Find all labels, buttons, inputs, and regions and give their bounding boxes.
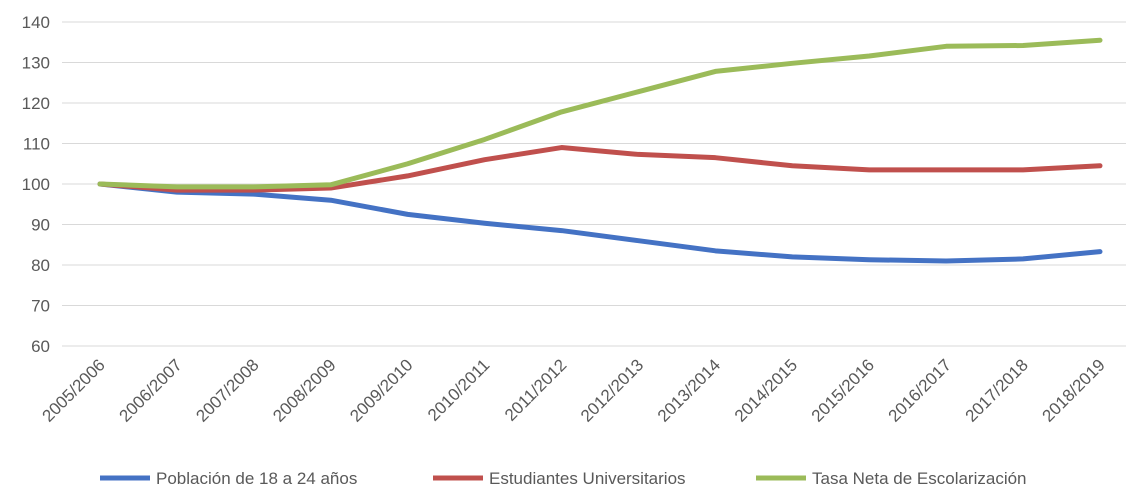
legend-label-2: Estudiantes Universitarios bbox=[489, 469, 686, 488]
series-line-2 bbox=[97, 145, 1103, 193]
legend-label-3: Tasa Neta de Escolarización bbox=[812, 469, 1027, 488]
x-tick-label: 2016/2017 bbox=[885, 355, 955, 425]
x-tick-label: 2010/2011 bbox=[424, 355, 493, 424]
legend-label-1: Población de 18 a 24 años bbox=[156, 469, 357, 488]
x-tick-label: 2008/2009 bbox=[269, 355, 339, 425]
y-axis-ticks: 60 70 80 90 100 110 120 130 140 bbox=[22, 13, 50, 356]
y-tick-label: 120 bbox=[22, 94, 50, 113]
y-tick-label: 130 bbox=[22, 54, 50, 73]
legend: Población de 18 a 24 años Estudiantes Uni… bbox=[100, 469, 1027, 488]
y-tick-label: 60 bbox=[31, 337, 50, 356]
y-tick-label: 70 bbox=[31, 297, 50, 316]
x-tick-label: 2011/2012 bbox=[501, 355, 570, 424]
x-tick-label: 2009/2010 bbox=[346, 355, 416, 425]
y-tick-label: 140 bbox=[22, 13, 50, 32]
y-tick-label: 90 bbox=[31, 216, 50, 235]
y-tick-label: 110 bbox=[23, 135, 50, 154]
series-line-1 bbox=[97, 181, 1103, 264]
y-tick-label: 100 bbox=[22, 175, 50, 194]
x-tick-label: 2005/2006 bbox=[39, 355, 109, 425]
x-tick-label: 2017/2018 bbox=[962, 355, 1032, 425]
x-tick-label: 2006/2007 bbox=[115, 355, 185, 425]
y-tick-label: 80 bbox=[31, 256, 50, 275]
x-tick-label: 2018/2019 bbox=[1039, 355, 1109, 425]
x-tick-label: 2013/2014 bbox=[654, 355, 724, 425]
x-axis-ticks: 2005/2006 2006/2007 2007/2008 2008/2009 2009… bbox=[39, 355, 1109, 425]
x-tick-label: 2007/2008 bbox=[192, 355, 262, 425]
x-tick-label: 2012/2013 bbox=[577, 355, 647, 425]
series-line-3 bbox=[97, 37, 1103, 190]
gridlines bbox=[62, 21, 1126, 347]
series-lines bbox=[97, 37, 1103, 264]
x-tick-label: 2015/2016 bbox=[808, 355, 878, 425]
x-tick-label: 2014/2015 bbox=[731, 355, 801, 425]
